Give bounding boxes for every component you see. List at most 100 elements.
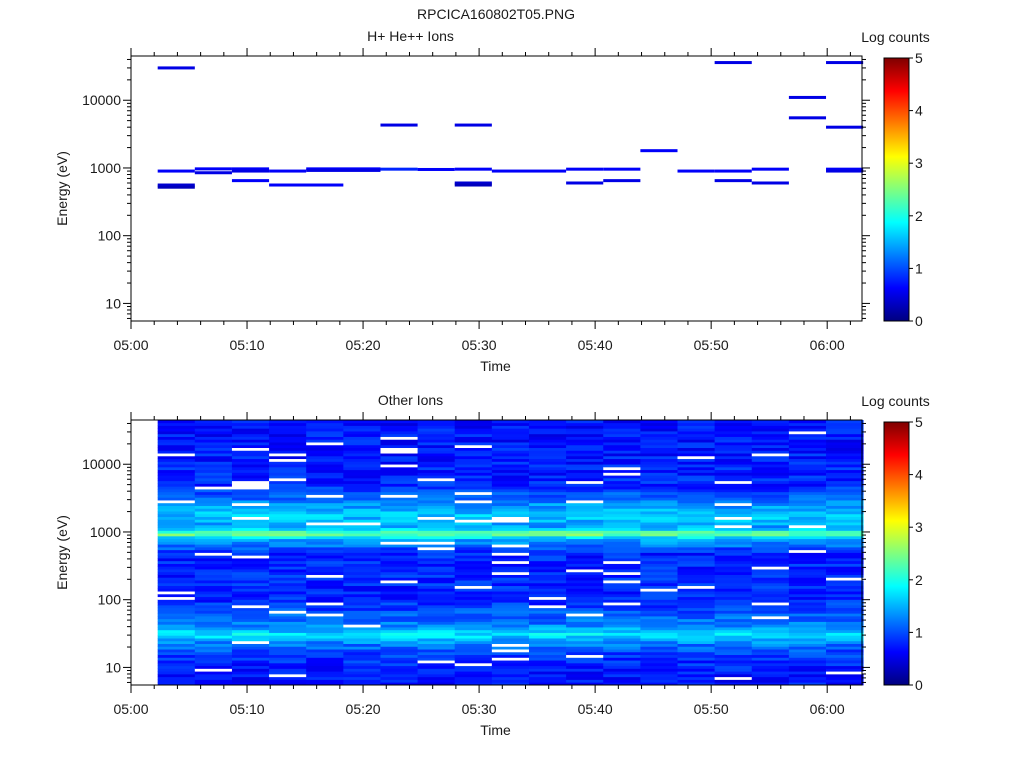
heatmap-cell bbox=[566, 489, 604, 493]
heatmap-cell bbox=[566, 428, 604, 432]
heatmap-cell bbox=[454, 665, 493, 669]
heatmap-cell bbox=[380, 469, 418, 473]
heatmap-cell bbox=[751, 563, 790, 567]
heatmap-cell bbox=[566, 588, 604, 592]
heatmap-cell bbox=[417, 428, 456, 432]
heatmap-cell bbox=[566, 665, 604, 669]
heatmap-cell bbox=[491, 511, 530, 515]
panel-title: H+ He++ Ions bbox=[367, 28, 454, 44]
heatmap-cell bbox=[454, 455, 493, 460]
heatmap-cell bbox=[454, 461, 493, 465]
heatmap-cell bbox=[306, 569, 344, 573]
heatmap-cell bbox=[194, 646, 233, 650]
heatmap-cell bbox=[714, 494, 753, 498]
heatmap-cell bbox=[231, 546, 270, 551]
heatmap-cell bbox=[343, 477, 381, 482]
heatmap-cell bbox=[528, 566, 567, 570]
heatmap-cell bbox=[826, 464, 864, 468]
heatmap-cell bbox=[231, 497, 270, 501]
heatmap-cell bbox=[417, 519, 456, 523]
heatmap-cell bbox=[566, 450, 604, 454]
heatmap-cell bbox=[454, 491, 493, 495]
heatmap-cell bbox=[194, 500, 233, 504]
heatmap-cell bbox=[566, 654, 604, 658]
heatmap-cell bbox=[751, 505, 790, 509]
heatmap-cell bbox=[157, 439, 196, 443]
colorbar bbox=[883, 57, 910, 322]
heatmap-cell bbox=[528, 544, 567, 548]
heatmap-cell bbox=[306, 632, 344, 636]
heatmap-cell bbox=[157, 516, 196, 520]
heatmap-cell bbox=[454, 599, 493, 603]
heatmap-cell bbox=[714, 453, 753, 457]
heatmap-cell bbox=[566, 516, 604, 520]
heatmap-cell bbox=[417, 541, 456, 545]
heatmap-cell bbox=[677, 527, 716, 531]
heatmap-cell bbox=[343, 660, 381, 664]
heatmap-cell bbox=[157, 560, 196, 564]
heatmap-cell bbox=[788, 494, 827, 498]
heatmap-cell bbox=[640, 588, 678, 592]
heatmap-cell bbox=[566, 455, 604, 460]
heatmap-cell bbox=[677, 676, 716, 680]
heatmap-cell bbox=[269, 538, 307, 542]
heatmap-cell bbox=[677, 502, 716, 506]
heatmap-cell bbox=[788, 668, 827, 672]
heatmap-cell bbox=[343, 447, 381, 451]
heatmap-cell bbox=[603, 422, 641, 426]
heatmap-cell bbox=[751, 508, 790, 512]
heatmap-cell bbox=[194, 569, 233, 573]
heatmap-cell bbox=[380, 497, 418, 501]
heatmap-cell bbox=[528, 455, 567, 460]
heatmap-cell bbox=[306, 524, 344, 529]
heatmap-cell bbox=[788, 660, 827, 664]
heatmap-cell bbox=[454, 596, 493, 600]
heatmap-cell bbox=[603, 629, 641, 633]
heatmap-cell bbox=[194, 535, 233, 540]
heatmap-cell bbox=[714, 555, 753, 559]
data-segment bbox=[306, 168, 381, 172]
heatmap-cell bbox=[231, 679, 270, 683]
heatmap-cell bbox=[566, 566, 604, 570]
heatmap-cell bbox=[566, 436, 604, 440]
heatmap-cell bbox=[714, 466, 753, 471]
heatmap-cell bbox=[306, 530, 344, 534]
heatmap-cell bbox=[380, 486, 418, 490]
heatmap-cell bbox=[194, 527, 233, 531]
heatmap-cell bbox=[566, 431, 604, 435]
heatmap-cell bbox=[714, 469, 753, 473]
heatmap-cell bbox=[491, 591, 530, 595]
heatmap-cell bbox=[491, 627, 530, 631]
heatmap-cell bbox=[269, 431, 307, 435]
heatmap-cell bbox=[417, 615, 456, 620]
heatmap-cell bbox=[269, 574, 307, 578]
heatmap-cell bbox=[454, 420, 493, 424]
heatmap-cell bbox=[343, 522, 381, 526]
heatmap-cell bbox=[306, 588, 344, 592]
heatmap-cell bbox=[640, 640, 678, 644]
heatmap-cell bbox=[194, 679, 233, 683]
heatmap-cell bbox=[491, 660, 530, 664]
heatmap-cell bbox=[566, 466, 604, 471]
heatmap-cell bbox=[269, 469, 307, 473]
heatmap-cell bbox=[640, 508, 678, 512]
heatmap-cell bbox=[343, 519, 381, 523]
heatmap-cell bbox=[157, 646, 196, 650]
heatmap-cell bbox=[640, 533, 678, 537]
heatmap-cell bbox=[640, 591, 678, 595]
heatmap-cell bbox=[491, 618, 530, 622]
data-segment bbox=[417, 167, 455, 171]
heatmap-cell bbox=[157, 569, 196, 573]
heatmap-cell bbox=[380, 560, 418, 564]
heatmap-cell bbox=[454, 466, 493, 471]
heatmap-cell bbox=[491, 638, 530, 642]
heatmap-cell bbox=[269, 549, 307, 553]
heatmap-cell bbox=[528, 466, 567, 471]
heatmap-cell bbox=[566, 682, 604, 686]
heatmap-cell bbox=[417, 610, 456, 614]
heatmap-cell bbox=[528, 461, 567, 465]
heatmap-cell bbox=[826, 613, 864, 617]
heatmap-cell bbox=[491, 420, 530, 424]
heatmap-cell bbox=[231, 662, 270, 667]
heatmap-cell bbox=[528, 439, 567, 443]
